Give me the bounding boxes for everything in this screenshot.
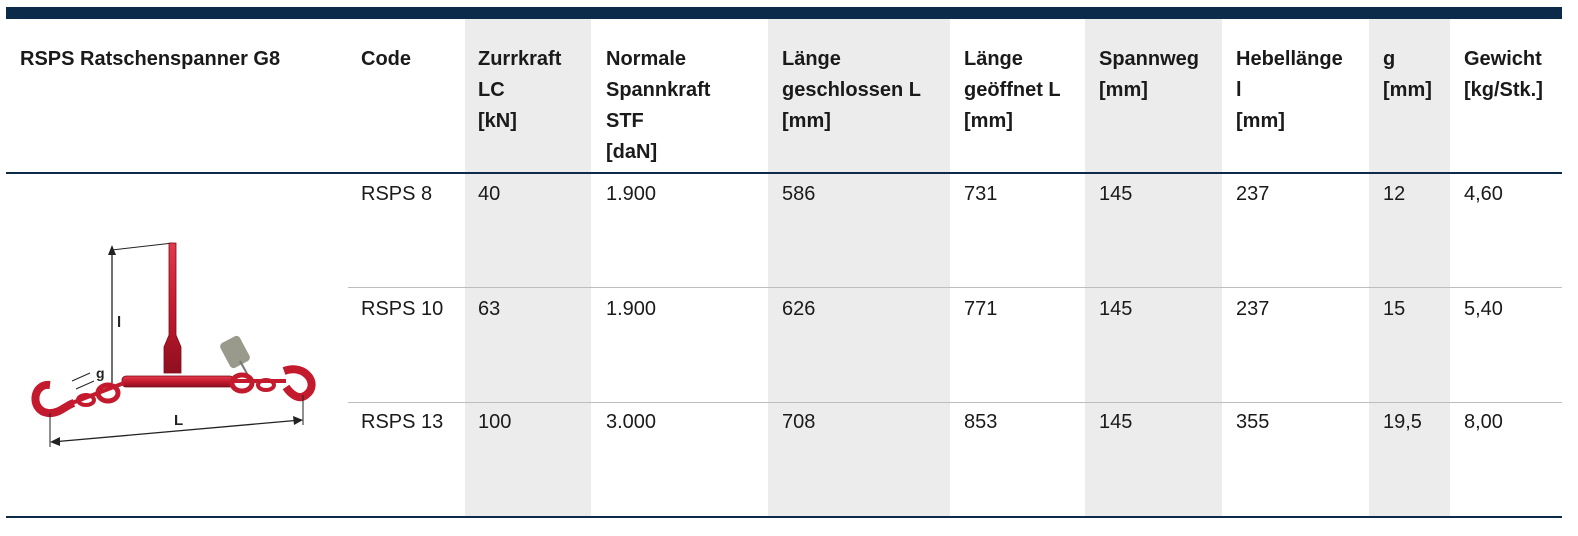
header-rule: [6, 172, 1562, 174]
header-hebellaenge: Hebellänge l [mm]: [1236, 48, 1343, 132]
table-cell: 145: [1099, 298, 1133, 320]
table-cell: 237: [1236, 298, 1270, 320]
header-zurrkraft: Zurrkraft LC [kN]: [478, 48, 562, 132]
table-cell: 63: [478, 298, 501, 320]
table-cell: 40: [478, 183, 501, 205]
header-gewicht: Gewicht [kg/Stk.]: [1464, 48, 1543, 101]
table-cell: 100: [478, 411, 512, 433]
table-cell: 5,40: [1464, 298, 1503, 320]
header-spannkraft: Normale Spannkraft STF [daN]: [606, 48, 711, 163]
table-cell: 237: [1236, 183, 1270, 205]
shade-col-g: [1369, 19, 1450, 517]
table-cell: 3.000: [606, 411, 657, 433]
header-g: g [mm]: [1383, 48, 1432, 101]
row-divider: [348, 287, 1562, 288]
table-cell: 708: [782, 411, 816, 433]
table-cell: 1.900: [606, 298, 657, 320]
table-cell: 853: [964, 411, 998, 433]
table-cell: 1.900: [606, 183, 657, 205]
table-cell: RSPS 13: [361, 411, 444, 433]
table-cell: RSPS 10: [361, 298, 444, 320]
table-cell: 15: [1383, 298, 1406, 320]
table-cell: 12: [1383, 183, 1406, 205]
table-cell: 355: [1236, 411, 1270, 433]
header-laenge-geoeffnet: Länge geöffnet L [mm]: [964, 48, 1061, 132]
dimension-label-l: l: [117, 314, 121, 331]
row-divider: [348, 402, 1562, 403]
bottom-rule: [6, 516, 1562, 518]
table-cell: 145: [1099, 183, 1133, 205]
table-cell: 731: [964, 183, 998, 205]
table-cell: 586: [782, 183, 816, 205]
top-bar: [6, 7, 1562, 19]
header-laenge-geschlossen: Länge geschlossen L [mm]: [782, 48, 921, 132]
dimension-label-g: g: [96, 365, 105, 381]
table-cell: 626: [782, 298, 816, 320]
header-code: Code: [361, 48, 411, 70]
table-cell: 145: [1099, 411, 1133, 433]
table-cell: RSPS 8: [361, 183, 433, 205]
shade-col-spannweg: [1085, 19, 1222, 517]
shade-col-zurrkraft: [465, 19, 591, 517]
table-cell: 8,00: [1464, 411, 1503, 433]
table-cell: 771: [964, 298, 998, 320]
header-spannweg: Spannweg [mm]: [1099, 48, 1200, 101]
table-cell: 19,5: [1383, 411, 1422, 433]
shade-col-laenge-geschlossen: [768, 19, 950, 517]
ratchet-binder-illustration: l g L: [31, 242, 316, 447]
table-cell: 4,60: [1464, 183, 1503, 205]
dimension-label-L: L: [174, 412, 183, 429]
product-title: RSPS Ratschenspanner G8: [20, 48, 281, 70]
